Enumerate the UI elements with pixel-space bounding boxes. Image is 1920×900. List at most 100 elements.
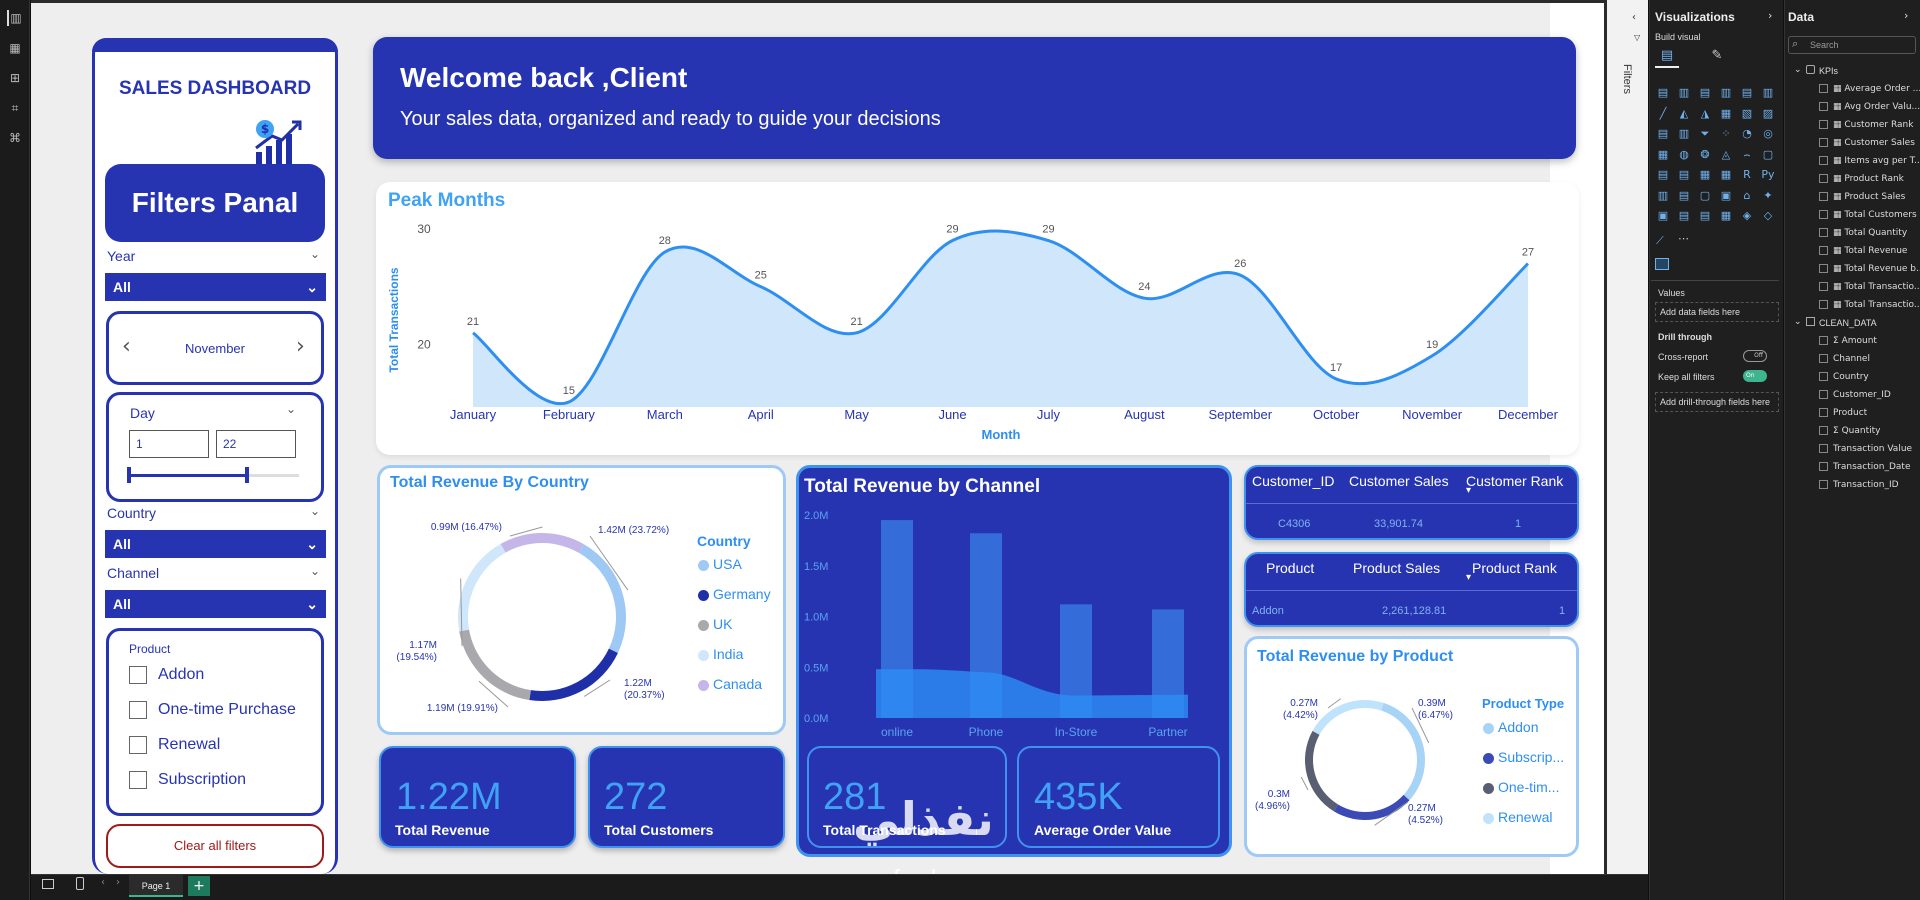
visual-type-icon[interactable]: ▦ — [1699, 168, 1711, 181]
data-field[interactable]: ▦ Total Transactio... — [1819, 300, 1920, 310]
donut-slice-india[interactable] — [458, 543, 506, 632]
visual-type-icon[interactable]: ◬ — [1721, 147, 1731, 161]
field-checkbox[interactable] — [1819, 264, 1828, 273]
country-select[interactable]: All ⌄ — [105, 530, 326, 558]
model-view-icon[interactable]: ⊞ — [9, 71, 21, 85]
chevron-down-icon[interactable]: ⌄ — [1794, 317, 1802, 327]
donut-slice-usa[interactable] — [579, 544, 626, 653]
filters-pane-label[interactable]: Filters — [1621, 64, 1633, 94]
add-page-icon[interactable]: + — [188, 876, 210, 896]
data-field[interactable]: Transaction Value — [1819, 444, 1912, 454]
legend-item[interactable]: One-tim... — [1483, 779, 1559, 795]
kpi-table-name[interactable]: KPIs — [1819, 66, 1839, 76]
field-checkbox[interactable] — [1819, 102, 1828, 111]
visual-type-icon[interactable]: ▤ — [1657, 86, 1669, 99]
visual-type-icon[interactable]: ◔ — [1742, 127, 1752, 140]
field-checkbox[interactable] — [1819, 408, 1828, 417]
field-checkbox[interactable] — [1819, 480, 1828, 489]
visual-type-icon[interactable]: R — [1743, 168, 1751, 181]
visual-type-icon[interactable]: ▨ — [1762, 106, 1774, 120]
legend-item[interactable]: UK — [698, 616, 732, 632]
data-field[interactable]: ▦ Total Revenue — [1819, 246, 1907, 256]
year-select[interactable]: All ⌄ — [105, 273, 326, 301]
visual-type-icon[interactable]: ▤ — [1678, 209, 1690, 222]
keep-filters-toggle[interactable]: On — [1743, 370, 1767, 382]
visual-type-icon[interactable]: ◈ — [1742, 209, 1752, 222]
field-checkbox[interactable] — [1819, 444, 1828, 453]
expand-right-icon[interactable]: › — [1904, 9, 1909, 22]
data-field[interactable]: ▦ Avg Order Valu... — [1819, 102, 1920, 112]
donut-slice-canada[interactable] — [500, 533, 584, 553]
product-table-header-rank[interactable]: Product Rank — [1472, 560, 1557, 576]
donut-slice-uk[interactable] — [459, 629, 531, 701]
visual-type-icon[interactable]: ╱ — [1659, 106, 1667, 120]
visual-type-icon[interactable]: ◍ — [1679, 147, 1689, 161]
visual-type-icon[interactable]: ⁘ — [1721, 127, 1731, 140]
visual-type-icon[interactable]: ▧ — [1741, 106, 1753, 120]
donut-slice-subscrip[interactable] — [1333, 794, 1410, 820]
clean-table-name[interactable]: CLEAN_DATA — [1819, 318, 1877, 328]
legend-item[interactable]: Subscrip... — [1483, 749, 1564, 765]
donut-slice-addon[interactable] — [1381, 702, 1425, 801]
checkbox[interactable] — [129, 771, 147, 789]
visual-type-icon[interactable]: ▦ — [1720, 168, 1732, 181]
data-field[interactable]: Σ Quantity — [1819, 426, 1880, 436]
report-view-icon[interactable]: ▥ — [7, 10, 23, 26]
field-checkbox[interactable] — [1819, 426, 1828, 435]
clear-filters-button[interactable]: Clear all filters — [106, 824, 324, 868]
filters-pane-collapsed[interactable] — [1607, 0, 1648, 874]
data-search-input[interactable] — [1788, 36, 1916, 54]
visual-type-icon[interactable]: ▤ — [1678, 188, 1690, 202]
data-field[interactable]: ▦ Product Sales — [1819, 192, 1905, 202]
field-checkbox[interactable] — [1819, 282, 1828, 291]
visual-type-icon[interactable]: ⌢ — [1743, 147, 1751, 161]
country-chevron-icon[interactable]: ⌄ — [310, 504, 321, 518]
customer-table-header-rank[interactable]: Customer Rank — [1466, 473, 1564, 489]
donut-slice-onetim[interactable] — [1305, 730, 1339, 812]
customer-table-header-id[interactable]: Customer_ID — [1252, 473, 1335, 489]
field-checkbox[interactable] — [1819, 84, 1828, 93]
visual-type-icon[interactable]: ◇ — [1763, 209, 1773, 222]
visual-type-icon[interactable]: ▤ — [1699, 86, 1711, 99]
donut-slice-renewal[interactable] — [1312, 700, 1384, 735]
drill-through-drop-zone[interactable]: Add drill-through fields here — [1655, 392, 1779, 412]
visual-type-icon[interactable]: ❂ — [1700, 147, 1710, 161]
product-option-3[interactable]: Subscription — [129, 771, 246, 789]
visual-type-icon[interactable]: ▣ — [1720, 188, 1732, 202]
visual-type-icon[interactable]: ▢ — [1699, 188, 1711, 202]
expand-right-icon[interactable]: › — [1768, 9, 1773, 22]
field-checkbox[interactable] — [1819, 174, 1828, 183]
visual-type-icon[interactable]: ▣ — [1657, 209, 1669, 222]
next-page-icon[interactable]: › — [116, 877, 120, 888]
legend-item[interactable]: USA — [698, 556, 742, 572]
product-option-1[interactable]: One-time Purchase — [129, 701, 296, 719]
data-field[interactable]: ▦ Average Order ... — [1819, 84, 1920, 94]
prev-month-icon[interactable]: ‹ — [122, 334, 131, 359]
day-to-input[interactable]: 22 — [216, 430, 296, 458]
field-checkbox[interactable] — [1819, 300, 1828, 309]
channel-select[interactable]: All ⌄ — [105, 590, 326, 618]
data-field[interactable]: Product — [1819, 408, 1867, 418]
field-checkbox[interactable] — [1819, 120, 1828, 129]
field-checkbox[interactable] — [1819, 354, 1828, 363]
build-visual-tab-icon[interactable]: ▤ — [1655, 48, 1679, 68]
visual-type-icon[interactable]: ◭ — [1679, 106, 1689, 120]
legend-item[interactable]: Germany — [698, 586, 771, 602]
visual-type-icon[interactable]: ▥ — [1762, 86, 1774, 99]
visual-type-icon[interactable]: ▦ — [1657, 147, 1669, 161]
page-tab-1[interactable]: Page 1 — [129, 875, 183, 897]
legend-item[interactable]: Renewal — [1483, 809, 1552, 825]
checkbox[interactable] — [129, 701, 147, 719]
visual-type-icon[interactable]: ▤ — [1657, 168, 1669, 181]
visual-type-icon[interactable]: ▤ — [1657, 127, 1669, 140]
field-checkbox[interactable] — [1819, 390, 1828, 399]
visual-type-icon[interactable]: ⌂ — [1743, 188, 1751, 202]
next-month-icon[interactable]: › — [296, 334, 305, 359]
field-checkbox[interactable] — [1819, 138, 1828, 147]
customer-table-header-sales[interactable]: Customer Sales — [1349, 473, 1449, 489]
visual-type-icon[interactable]: ◎ — [1763, 127, 1773, 140]
data-field[interactable]: ▦ Items avg per T... — [1819, 156, 1920, 166]
visual-type-icon[interactable]: ▤ — [1741, 86, 1753, 99]
field-checkbox[interactable] — [1819, 336, 1828, 345]
data-field[interactable]: ▦ Total Revenue b... — [1819, 264, 1920, 274]
